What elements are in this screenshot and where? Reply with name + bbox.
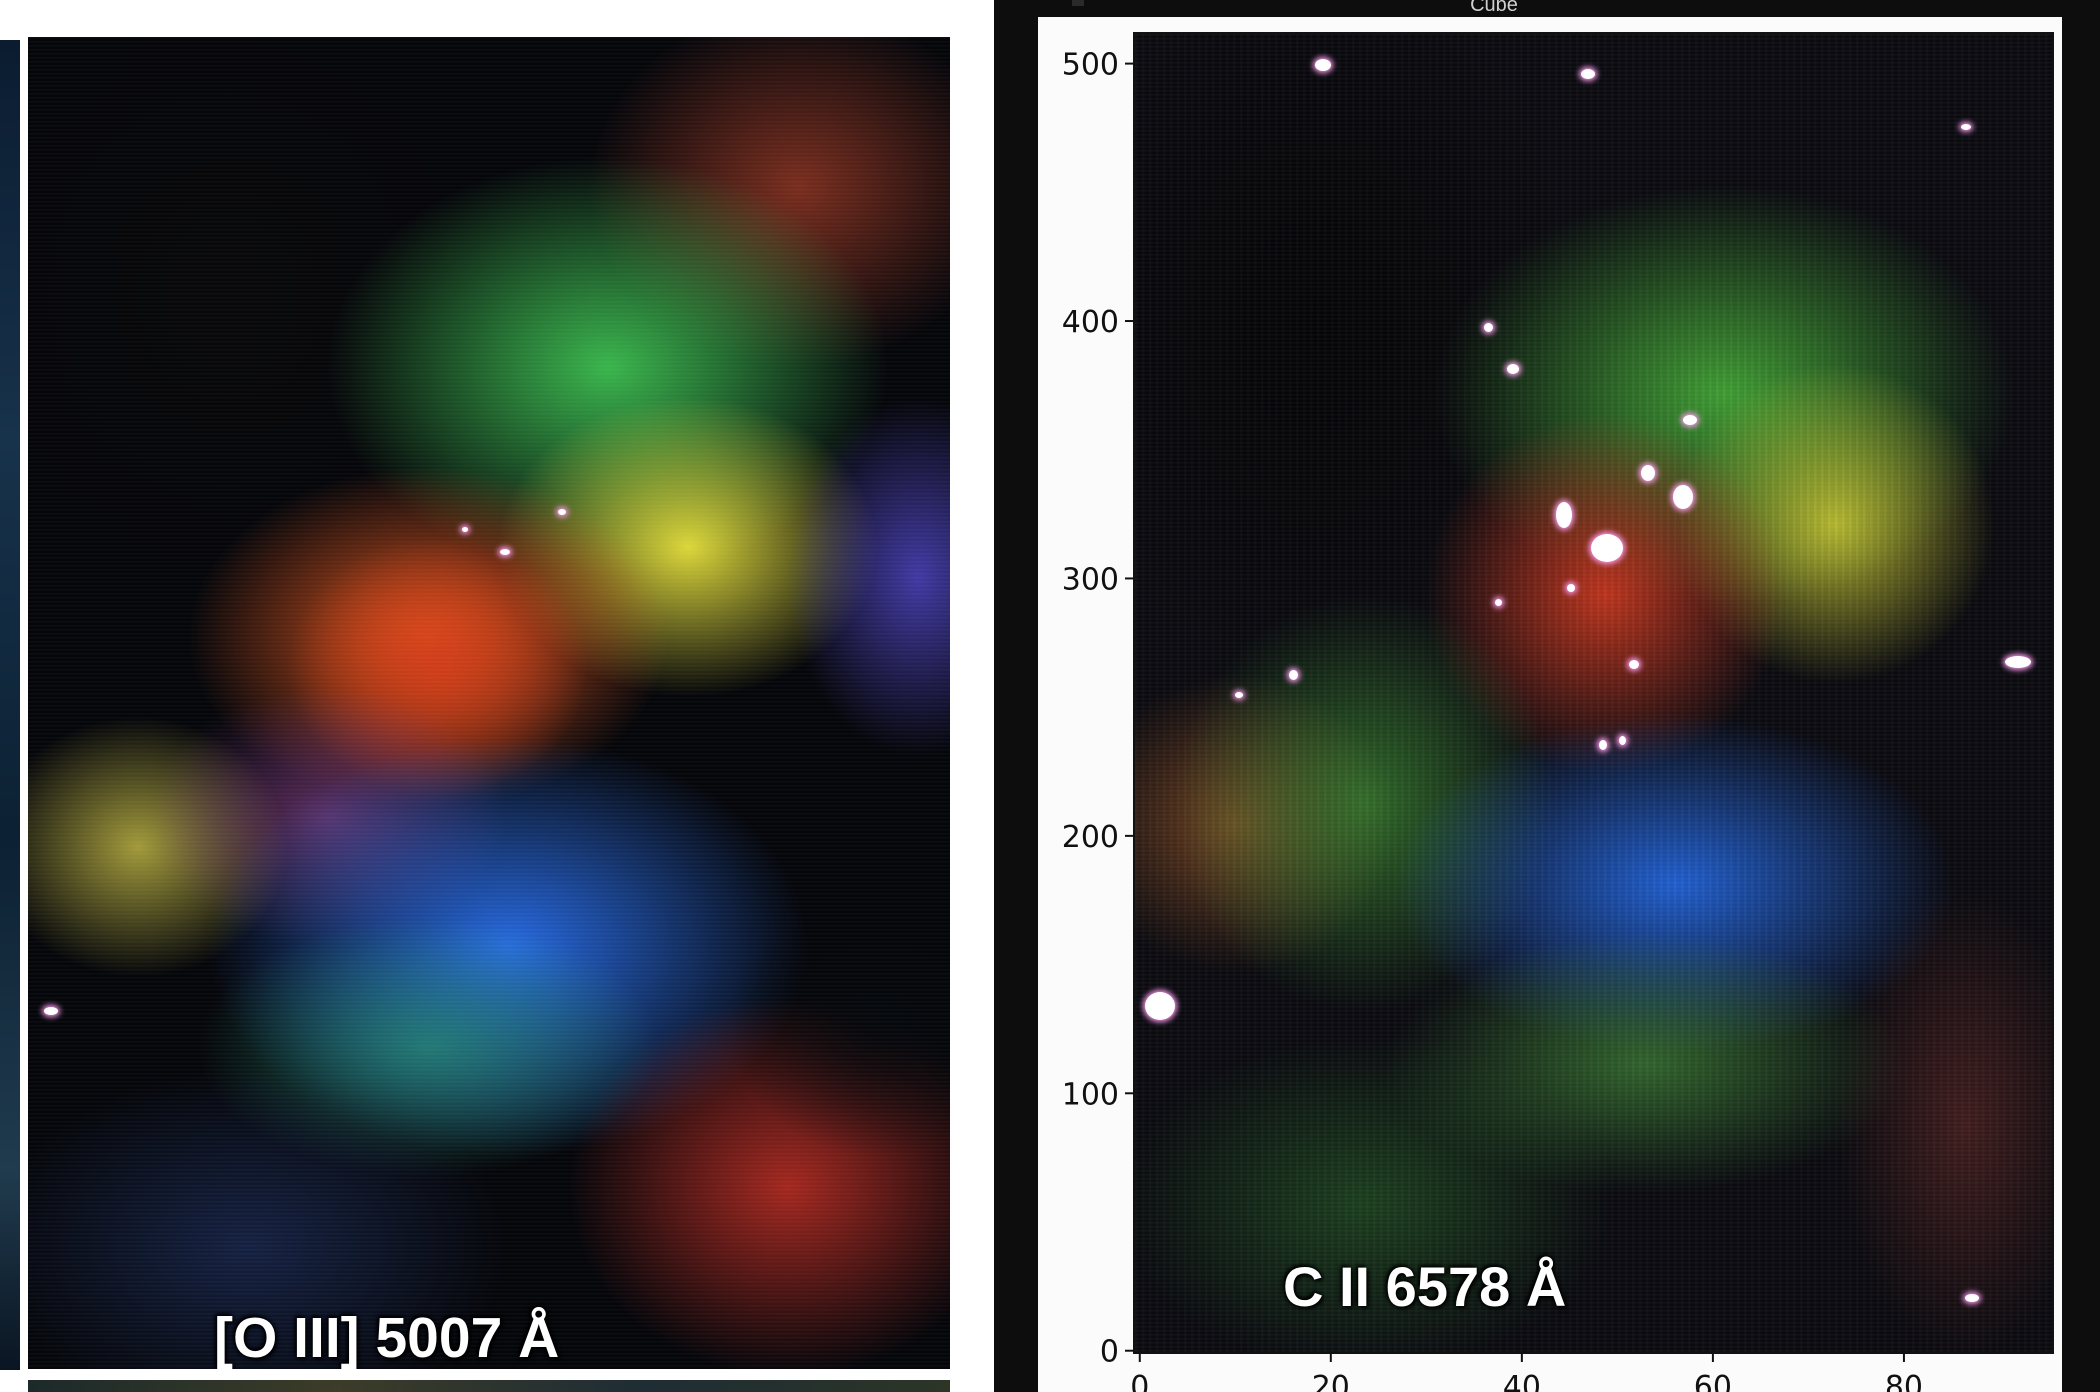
y-tick-label: 100	[1062, 1077, 1119, 1112]
star-point	[462, 527, 468, 532]
y-tick-label: 400	[1062, 305, 1119, 340]
star-point	[1961, 124, 1971, 130]
y-tick-label: 300	[1062, 562, 1119, 597]
nebula-darkblue-bottom	[28, 1067, 508, 1369]
scanline-texture	[28, 37, 950, 1369]
star-point	[1641, 465, 1655, 481]
star-point	[1581, 69, 1595, 79]
plot-axes: 0 20 40 60 80 0 100 200 300 400 500	[1062, 48, 1923, 1392]
star-point	[1556, 502, 1572, 528]
cube-red-right-strip	[1835, 884, 2052, 1352]
adjacent-panel-strip	[28, 1380, 950, 1392]
star-point	[1289, 670, 1298, 680]
star-point	[500, 549, 510, 555]
star-point	[44, 1007, 58, 1015]
window-title: Cube	[1470, 0, 1518, 16]
star-point	[558, 509, 566, 515]
star-point	[1599, 740, 1607, 750]
star-point	[2005, 656, 2031, 668]
oiii-emission-image: [O III] 5007 Å	[28, 37, 950, 1369]
star-point	[1145, 992, 1175, 1020]
window-control-icon[interactable]	[1072, 0, 1084, 6]
x-tick-label: 40	[1503, 1370, 1541, 1392]
x-tick-label: 60	[1694, 1370, 1732, 1392]
star-point	[1484, 323, 1493, 332]
star-point	[1315, 59, 1331, 71]
x-tick-label: 20	[1312, 1370, 1350, 1392]
cube-green-bottom	[1135, 1034, 1615, 1352]
scanline-texture	[1135, 34, 2052, 1352]
left-emission-label: [O III] 5007 Å	[214, 1306, 560, 1369]
star-point	[1495, 599, 1502, 606]
y-tick-label: 200	[1062, 820, 1119, 855]
star-point	[1591, 534, 1623, 562]
star-point	[1629, 660, 1639, 669]
y-tick-label: 0	[1100, 1335, 1119, 1370]
star-point	[1619, 736, 1626, 745]
cube-viewer-window[interactable]: Cube	[994, 0, 2100, 1392]
y-tick-label: 500	[1062, 48, 1119, 83]
noise-streaks	[1135, 34, 2052, 1352]
star-point	[1673, 485, 1693, 509]
cii-emission-image[interactable]: C II 6578 Å	[1133, 32, 2054, 1354]
plot-area: C II 6578 Å 0 20 40 60 80 0 100 200 300 400 500	[1038, 17, 2062, 1392]
right-emission-label: C II 6578 Å	[1283, 1255, 1567, 1318]
x-tick-label: 0	[1130, 1370, 1149, 1392]
star-point	[1235, 692, 1243, 698]
star-point	[1965, 1294, 1979, 1302]
x-tick-label: 80	[1885, 1370, 1923, 1392]
star-point	[1507, 364, 1519, 374]
star-point	[1683, 415, 1697, 425]
adjacent-panel-edge	[0, 40, 20, 1370]
axis-ticks: 0 20 40 60 80 0 100 200 300 400 500	[1062, 48, 1923, 1392]
star-point	[1567, 584, 1575, 592]
